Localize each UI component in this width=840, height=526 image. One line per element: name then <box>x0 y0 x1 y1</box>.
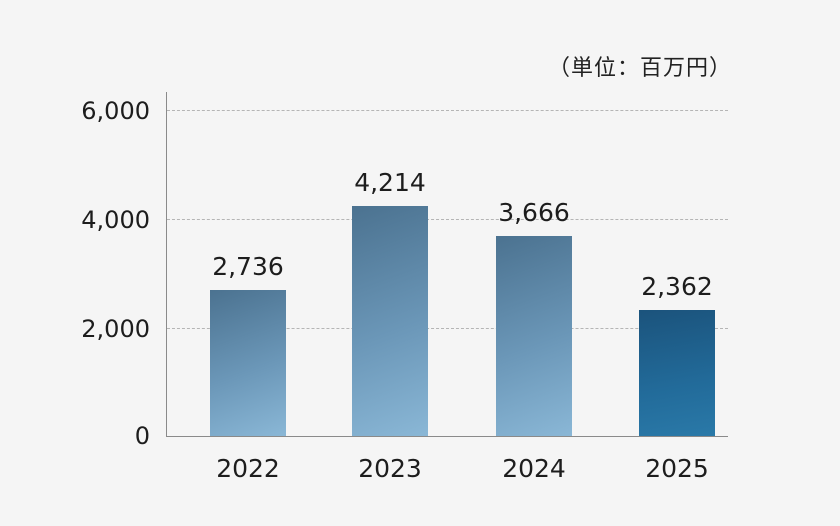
bar-2025 <box>639 310 715 436</box>
y-tick-2000: 2,000 <box>81 315 150 343</box>
gridline-4000 <box>167 219 728 220</box>
gridline-2000 <box>167 328 728 329</box>
value-label-2022: 2,736 <box>212 252 284 281</box>
bar-2022 <box>210 290 286 436</box>
y-axis <box>166 92 167 437</box>
value-label-2025: 2,362 <box>641 272 713 301</box>
value-label-2024: 3,666 <box>498 198 570 227</box>
value-label-2023: 4,214 <box>354 168 426 197</box>
unit-label: （単位：百万円） <box>547 56 732 81</box>
x-label-2023: 2023 <box>358 454 422 483</box>
gridline-6000 <box>167 110 728 111</box>
x-label-2025: 2025 <box>645 454 709 483</box>
y-tick-6000: 6,000 <box>81 97 150 125</box>
y-tick-0: 0 <box>134 422 150 450</box>
x-axis <box>166 436 728 437</box>
x-label-2022: 2022 <box>216 454 280 483</box>
x-label-2024: 2024 <box>502 454 566 483</box>
bar-2023 <box>352 206 428 436</box>
y-tick-4000: 4,000 <box>81 206 150 234</box>
bar-2024 <box>496 236 572 436</box>
